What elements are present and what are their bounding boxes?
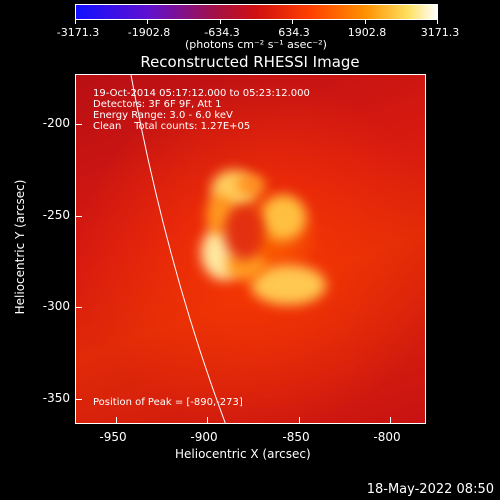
info-detectors: Detectors: 3F 6F 9F, Att 1 [93, 99, 222, 110]
image-title: Reconstructed RHESSI Image [140, 53, 360, 71]
footer-date: 18-May-2022 08:50 [366, 482, 494, 497]
emission-blob [236, 175, 266, 195]
x-tick-label: -850 [282, 430, 310, 444]
colorbar-tick [75, 20, 76, 24]
colorbar-tick-label: -3171.3 [56, 26, 100, 39]
y-tick-label: -250 [42, 208, 70, 222]
x-tick-label: -900 [190, 430, 218, 444]
x-tick-label: -800 [373, 430, 401, 444]
colorbar-tick-label: -1902.8 [127, 26, 171, 39]
emission-blob [261, 195, 306, 240]
info-time-range: 19-Oct-2014 05:17:12.000 to 05:23:12.000 [93, 88, 310, 99]
colorbar-tick [220, 20, 221, 24]
y-tick [75, 399, 82, 400]
colorbar-tick [437, 20, 438, 24]
colorbar-tick [292, 20, 293, 24]
x-tick [299, 417, 300, 424]
colorbar [75, 4, 438, 20]
y-tick-label: -350 [42, 391, 70, 405]
y-tick [75, 216, 82, 217]
colorbar-tick-label: 634.3 [278, 26, 310, 39]
x-tick [390, 417, 391, 424]
info-counts: Clean Total counts: 1.27E+05 [93, 121, 251, 132]
x-axis-title: Heliocentric X (arcsec) [175, 447, 311, 461]
ring-center [224, 205, 264, 260]
y-axis-title: Heliocentric Y (arcsec) [13, 179, 27, 315]
solar-limb [130, 75, 226, 423]
colorbar-units: (photons cm⁻² s⁻¹ asec⁻²) [185, 38, 327, 51]
x-tick [116, 417, 117, 424]
y-tick-label: -300 [42, 299, 70, 313]
colorbar-tick-label: 1902.8 [347, 26, 387, 39]
y-tick-label: -200 [42, 116, 70, 130]
colorbar-tick-label: -634.3 [204, 26, 240, 39]
y-tick [75, 307, 82, 308]
x-tick [207, 417, 208, 424]
colorbar-tick-label: 3171.3 [420, 26, 460, 39]
observation-info: 19-Oct-2014 05:17:12.000 to 05:23:12.000… [93, 88, 310, 132]
info-energy-range: Energy Range: 3.0 - 6.0 keV [93, 110, 233, 121]
x-tick-label: -950 [99, 430, 127, 444]
rhessi-image-plot [75, 74, 426, 424]
colorbar-tick [147, 20, 148, 24]
peak-position: Position of Peak = [-890,-273] [93, 397, 243, 408]
colorbar-tick [365, 20, 366, 24]
y-tick [75, 124, 82, 125]
